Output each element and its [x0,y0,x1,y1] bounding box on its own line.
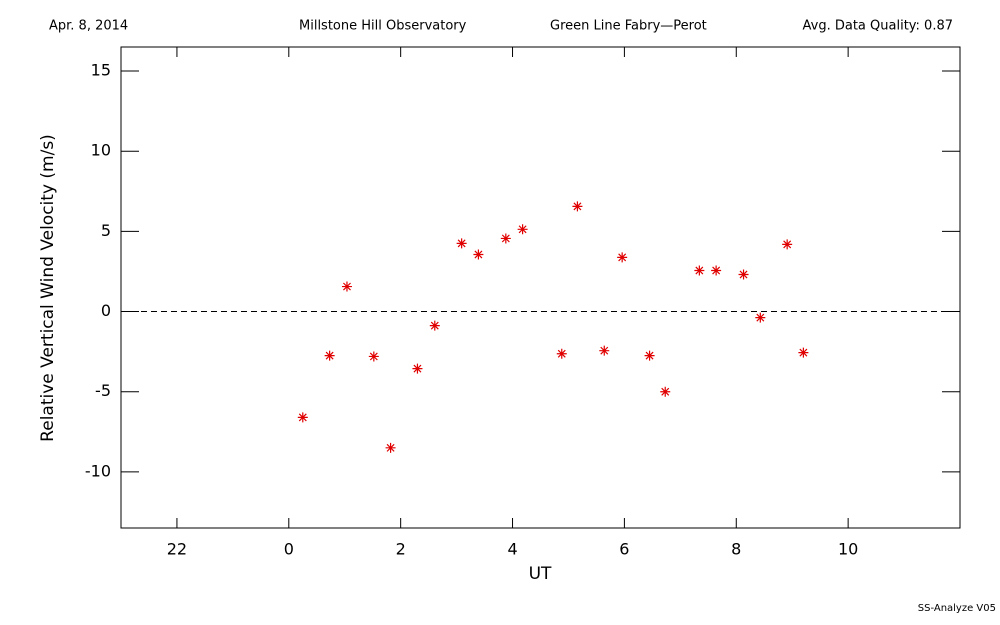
x-tick-label: 6 [619,540,629,559]
x-tick-label: 4 [507,540,517,559]
data-point [782,239,793,250]
data-point [711,265,722,276]
data-point [755,312,766,323]
data-point [644,350,655,361]
observatory: Millstone Hill Observatory [299,19,467,34]
data-point [368,351,379,362]
x-tick-label: 0 [284,540,294,559]
x-tick-label: 22 [167,540,187,559]
data-point [456,238,467,249]
data-point [385,442,396,453]
y-tick-label: 5 [101,221,111,240]
data-point [341,281,352,292]
x-axis-label: UT [529,564,552,584]
data-point [738,269,749,280]
data-point [429,320,440,331]
y-tick-label: -10 [85,461,111,480]
y-tick-label: 10 [91,141,111,160]
x-tick-label: 2 [396,540,406,559]
y-tick-label: -5 [95,381,111,400]
plot-frame [120,46,961,529]
data-point [412,363,423,374]
data-point [617,252,628,263]
footer: SS-Analyze V05 [918,603,996,614]
data-quality: Avg. Data Quality: 0.87 [803,19,953,34]
data-point [324,350,335,361]
data-point [517,224,528,235]
data-point [798,347,809,358]
data-point [473,249,484,260]
y-tick-label: 0 [101,301,111,320]
data-point [500,233,511,244]
x-tick-label: 10 [838,540,858,559]
instrument: Green Line Fabry—Perot [550,19,707,34]
date: Apr. 8, 2014 [49,19,128,34]
data-point [297,412,308,423]
data-point [572,201,583,212]
data-point [694,265,705,276]
y-axis-label: Relative Vertical Wind Velocity (m/s) [38,134,58,442]
x-tick-label: 8 [731,540,741,559]
data-point [660,386,671,397]
data-point [556,348,567,359]
data-point [599,345,610,356]
y-tick-label: 15 [91,61,111,80]
